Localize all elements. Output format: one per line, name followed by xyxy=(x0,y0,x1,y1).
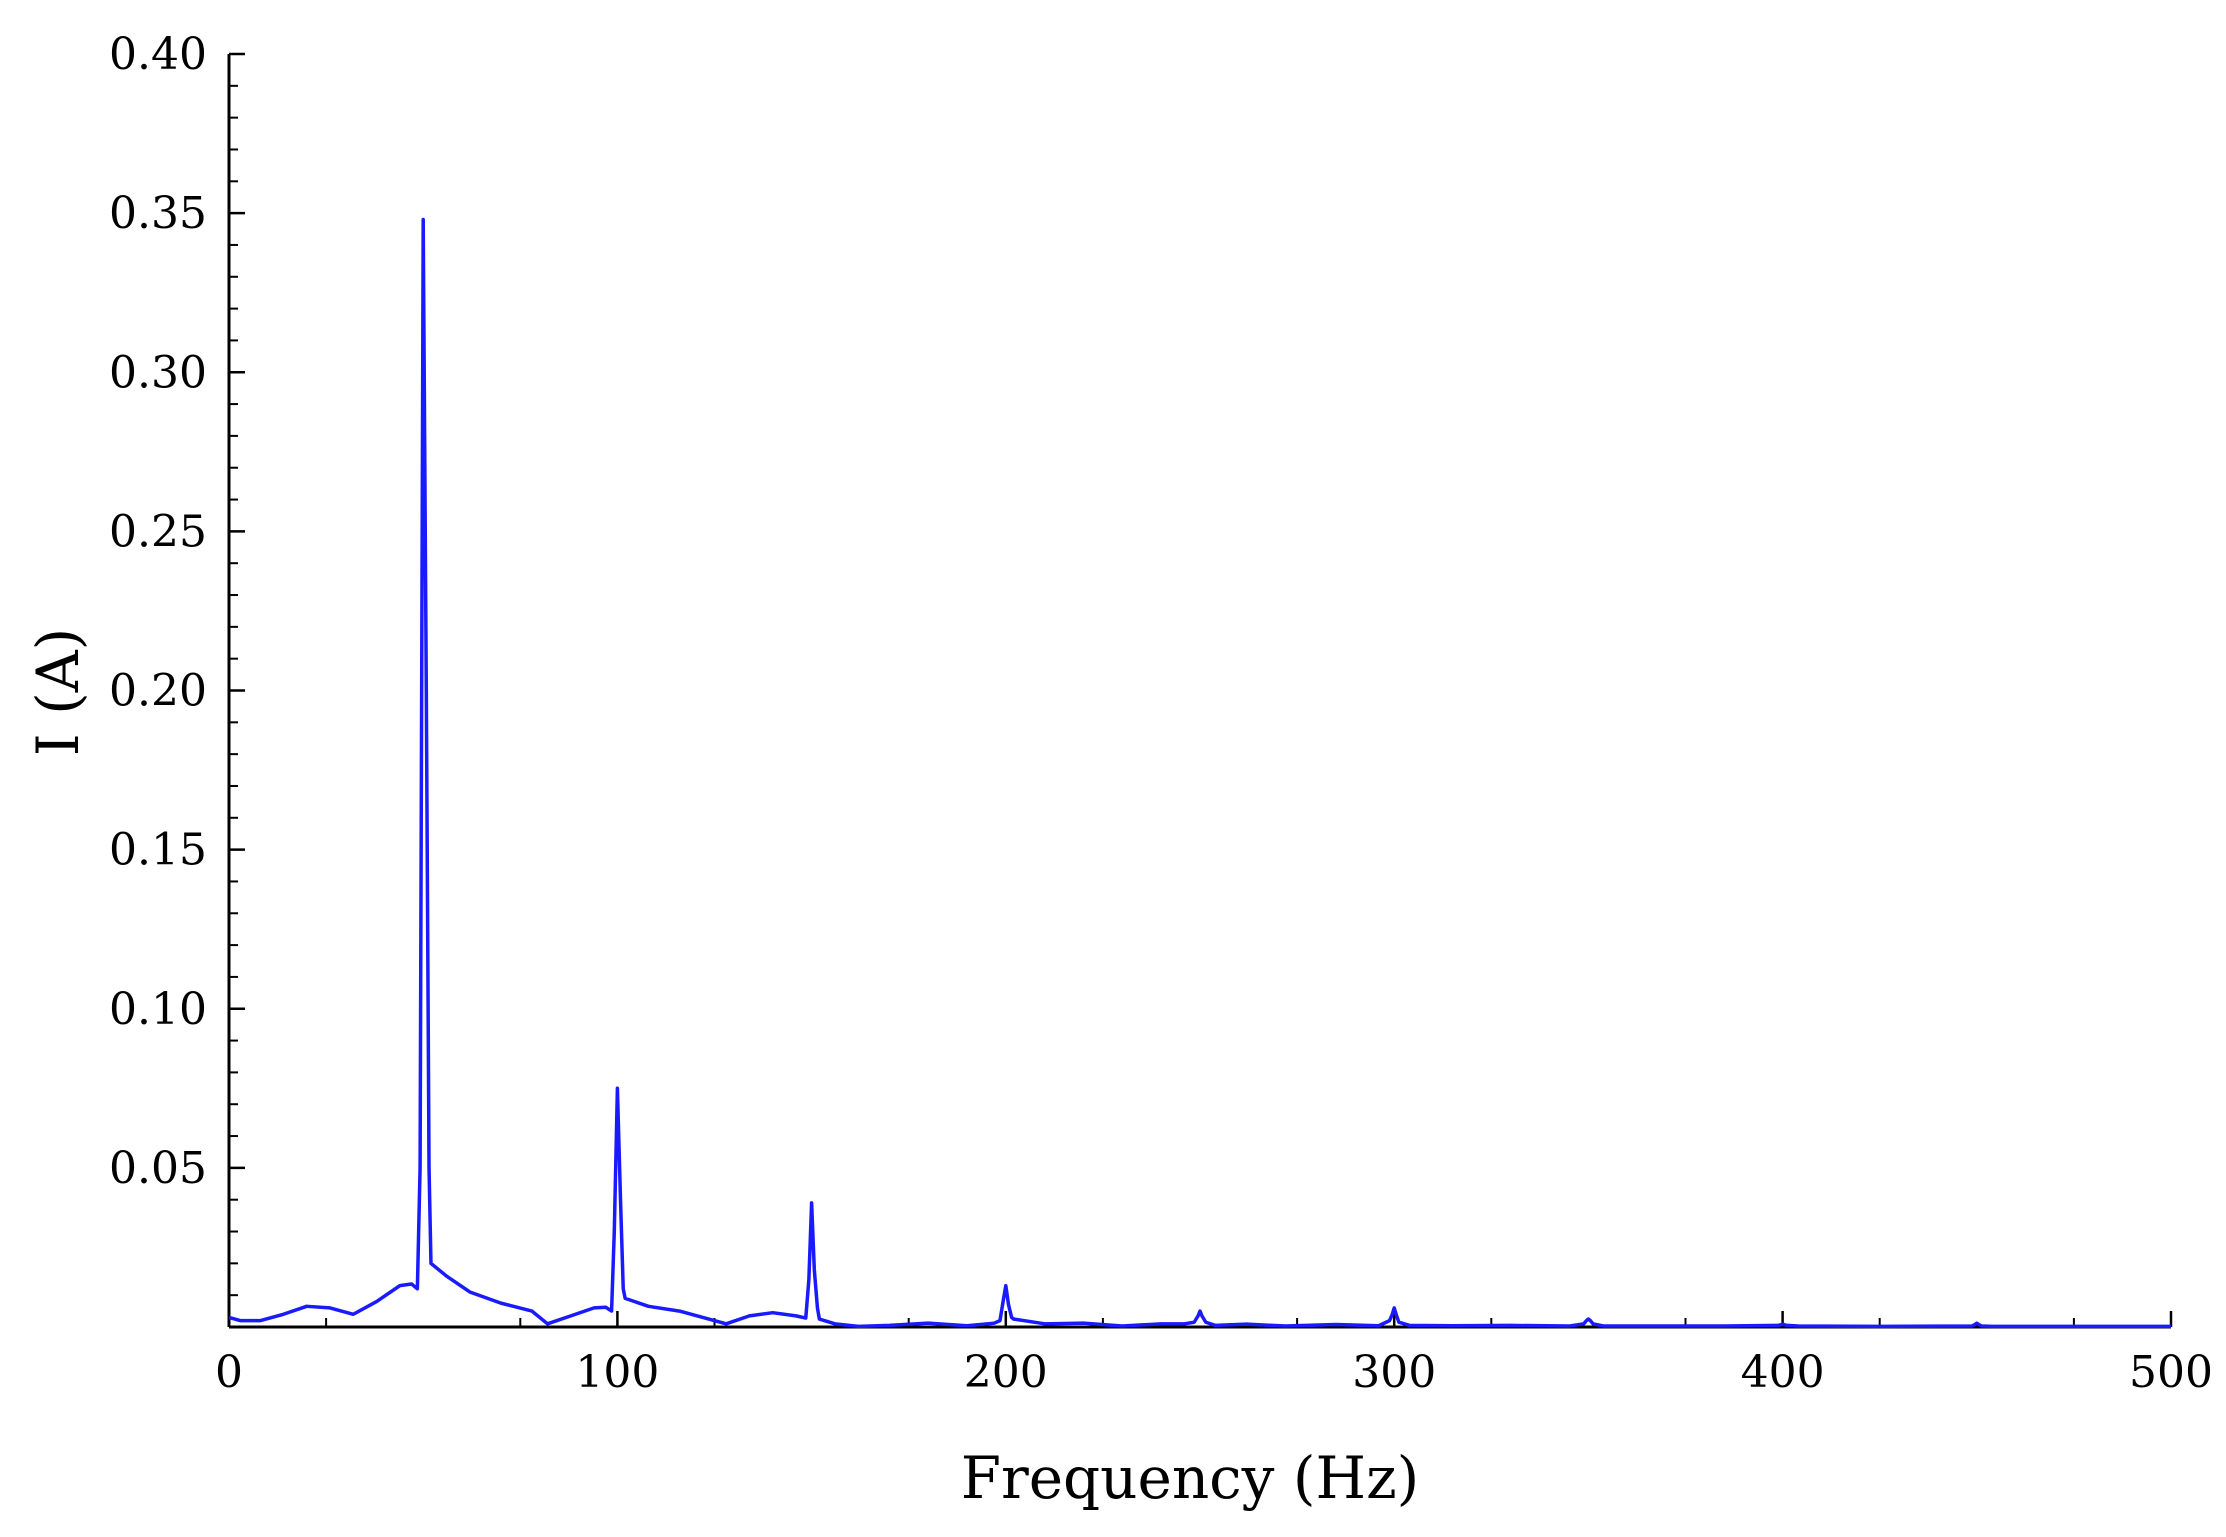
ticks xyxy=(227,52,2173,1327)
x-axis-title: Frequency (Hz) xyxy=(961,1444,1420,1512)
x-tick-label: 500 xyxy=(2129,1347,2213,1398)
x-tick-label: 0 xyxy=(215,1347,243,1398)
y-tick-label: 0.15 xyxy=(109,825,207,876)
tick-labels: 0 100 200 300 400 500 0.05 0.10 0.15 0.20 0.25 0.30… xyxy=(109,29,2213,1398)
y-tick-label: 0.40 xyxy=(109,29,207,80)
series-layer xyxy=(228,217,2171,1329)
y-tick-label: 0.35 xyxy=(109,188,207,239)
y-tick-label: 0.30 xyxy=(109,347,207,398)
x-tick-label: 100 xyxy=(575,1347,659,1398)
y-tick-label: 0.10 xyxy=(109,984,207,1035)
y-tick-label: 0.20 xyxy=(109,666,207,717)
y-tick-label: 0.05 xyxy=(109,1143,207,1194)
axes xyxy=(227,54,2171,1329)
x-tick-label: 200 xyxy=(964,1347,1048,1398)
y-tick-label: 0.25 xyxy=(109,506,207,557)
series-line xyxy=(228,217,2171,1329)
x-tick-label: 300 xyxy=(1352,1347,1436,1398)
x-tick-label: 400 xyxy=(1741,1347,1825,1398)
y-axis-title: I (A) xyxy=(24,628,92,757)
